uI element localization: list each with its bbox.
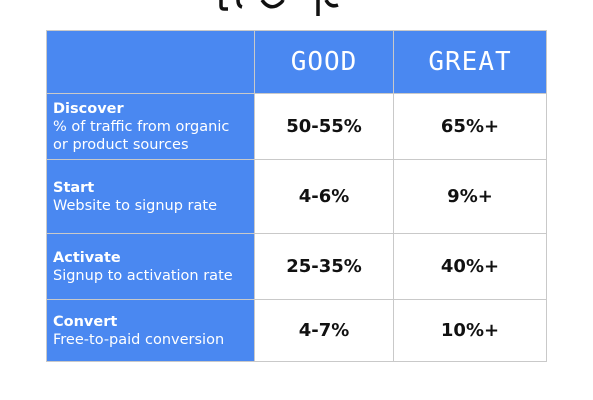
- stage-description-line2: or product sources: [53, 136, 189, 153]
- good-value: 50-55%: [254, 93, 394, 160]
- great-value: 9%+: [393, 159, 547, 234]
- stage-description: Signup to activation rate: [53, 267, 233, 284]
- stage-cell-start: Start Website to signup rate: [46, 159, 255, 234]
- table-row: Convert Free-to-paid conversion 4-7% 10%…: [46, 299, 547, 362]
- great-value: 65%+: [393, 93, 547, 160]
- good-value: 25-35%: [254, 233, 394, 300]
- table-row: Start Website to signup rate 4-6% 9%+: [46, 159, 547, 234]
- stage-name: Convert: [53, 313, 118, 330]
- stage-cell-activate: Activate Signup to activation rate: [46, 233, 255, 300]
- good-value: 4-7%: [254, 299, 394, 362]
- header-great: GREAT: [393, 30, 547, 94]
- great-value: 40%+: [393, 233, 547, 300]
- table-row: Activate Signup to activation rate 25-35…: [46, 233, 547, 300]
- stage-cell-convert: Convert Free-to-paid conversion: [46, 299, 255, 362]
- header-row: GOOD GREAT: [46, 30, 547, 94]
- good-value: 4-6%: [254, 159, 394, 234]
- stage-name: Activate: [53, 249, 121, 266]
- benchmark-table: GOOD GREAT Discover % of traffic from or…: [46, 30, 547, 362]
- great-value: 10%+: [393, 299, 547, 362]
- stage-description: % of traffic from organic: [53, 118, 230, 135]
- header-blank-cell: [46, 30, 255, 94]
- stage-name: Discover: [53, 100, 124, 117]
- cropped-title-graphic: [219, 0, 339, 16]
- table-row: Discover % of traffic from organic or pr…: [46, 93, 547, 160]
- stage-name: Start: [53, 179, 95, 196]
- stage-cell-discover: Discover % of traffic from organic or pr…: [46, 93, 255, 160]
- stage-description: Website to signup rate: [53, 197, 218, 214]
- header-good: GOOD: [254, 30, 394, 94]
- stage-description: Free-to-paid conversion: [53, 331, 225, 348]
